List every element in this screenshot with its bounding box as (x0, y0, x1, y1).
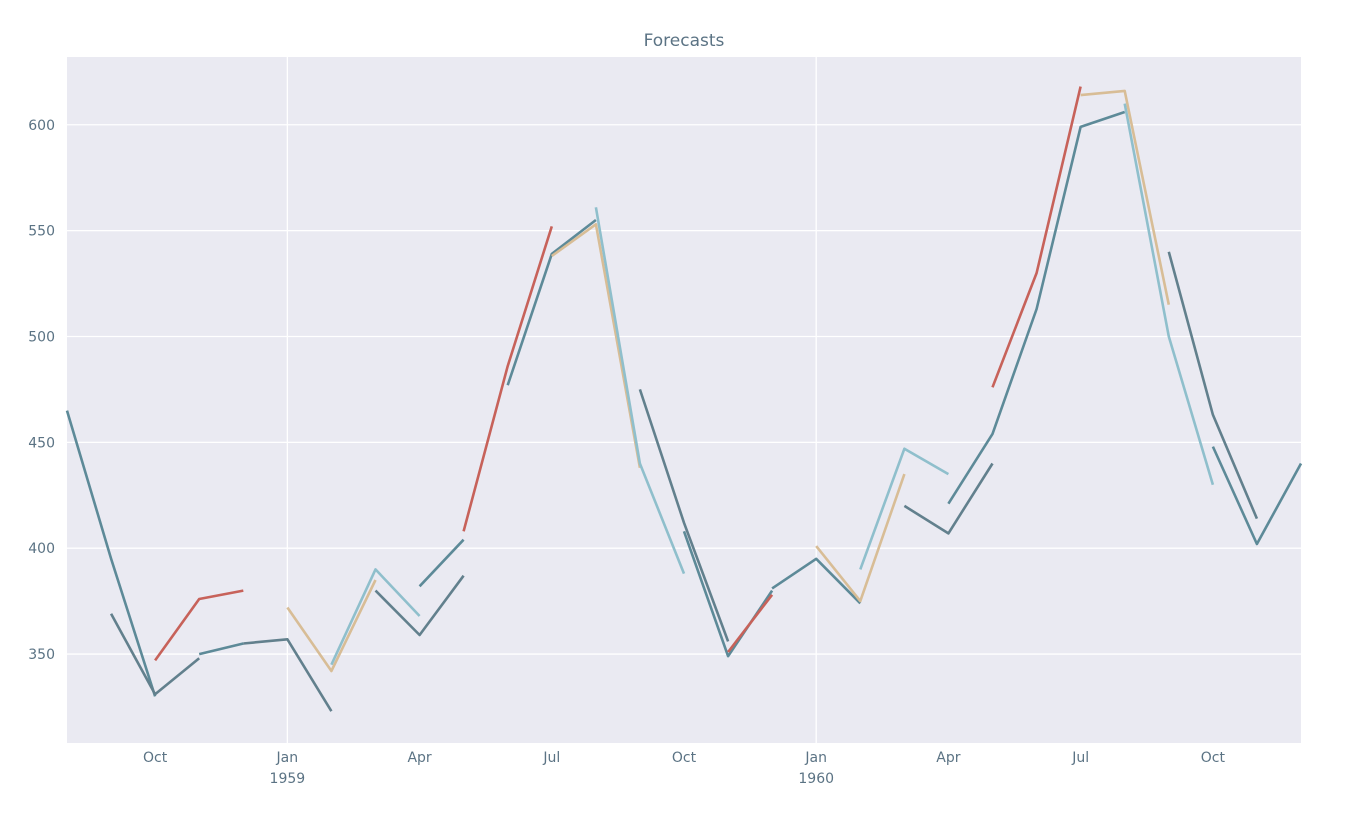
x-tick-label: Jan (276, 750, 299, 766)
series-line-9 (462, 226, 554, 532)
y-tick-label: 350 (28, 647, 55, 663)
x-tick-labels: Oct Jan 1959 Apr Jul Oct Jan 1960 Apr Jul Oct (143, 750, 1225, 787)
series-line-5 (286, 579, 377, 673)
plot-background (67, 57, 1301, 743)
series-line-16 (771, 557, 862, 605)
x-tick-year-label: 1959 (270, 771, 306, 787)
series-line-20 (947, 110, 1126, 505)
series-line-25 (1211, 446, 1303, 546)
series-line-3 (198, 642, 244, 656)
series-line-15 (727, 594, 774, 653)
y-tick-labels: 350 400 450 500 550 600 (28, 118, 55, 663)
x-tick-label: Oct (672, 750, 697, 766)
y-tick-label: 400 (28, 541, 55, 557)
series-line-22 (1080, 89, 1171, 305)
chart-title: Forecasts (644, 31, 725, 51)
series-group (65, 86, 1303, 712)
x-tick-label: Jul (542, 750, 560, 766)
series-line-6 (330, 568, 421, 666)
x-tick-year-label: 1960 (798, 771, 834, 787)
x-tick-label: Jul (1071, 750, 1089, 766)
series-line-0 (65, 410, 157, 697)
x-tick-label: Apr (936, 750, 960, 766)
series-line-1 (109, 613, 201, 696)
series-line-13 (638, 388, 730, 642)
y-tick-label: 550 (28, 224, 55, 240)
series-line-7 (374, 574, 465, 637)
y-tick-label: 450 (28, 435, 55, 451)
series-line-17 (815, 473, 906, 603)
series-line-18 (859, 447, 950, 570)
x-tick-label: Oct (1201, 750, 1226, 766)
series-line-10 (506, 218, 597, 386)
series-line-12 (594, 207, 686, 575)
x-tick-label: Apr (407, 750, 431, 766)
series-line-21 (991, 86, 1082, 388)
series-line-11 (551, 223, 642, 469)
y-tick-label: 500 (28, 329, 55, 345)
series-line-24 (1167, 251, 1259, 520)
x-tick-label: Oct (143, 750, 168, 766)
series-line-2 (154, 589, 244, 662)
y-tick-label: 600 (28, 118, 55, 134)
series-line-23 (1123, 103, 1215, 486)
series-line-19 (903, 462, 994, 535)
x-tick-label: Jan (804, 750, 827, 766)
series-line-4 (243, 637, 333, 712)
grid-lines (67, 57, 1301, 743)
series-line-8 (418, 538, 465, 588)
